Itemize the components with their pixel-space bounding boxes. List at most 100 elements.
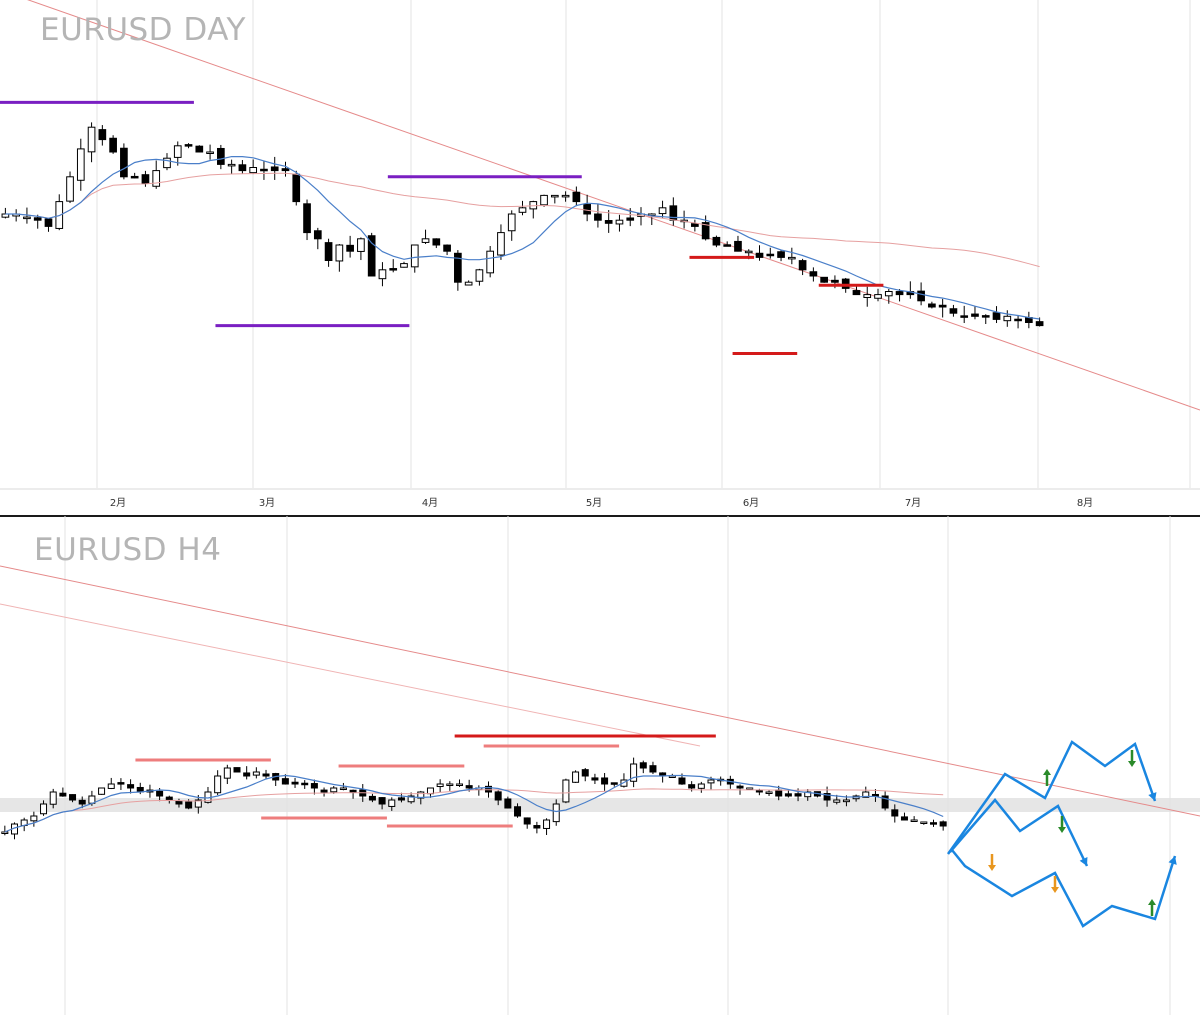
candle	[23, 216, 31, 220]
candle	[465, 785, 473, 789]
candle	[436, 783, 444, 788]
candle	[486, 250, 495, 274]
candle	[917, 290, 925, 302]
candle	[572, 771, 580, 783]
candle	[346, 244, 354, 252]
x-tick-label: 7月	[905, 497, 921, 509]
candle	[712, 236, 721, 246]
candle	[842, 799, 850, 803]
candle	[881, 795, 889, 809]
candle	[960, 315, 969, 318]
candle	[367, 235, 376, 277]
candle	[518, 207, 527, 213]
candle	[163, 157, 171, 169]
daily-chart-title: EURUSD DAY	[40, 12, 246, 48]
candle	[874, 294, 882, 299]
candle	[615, 219, 624, 225]
candle	[335, 244, 344, 262]
candle	[127, 784, 135, 789]
candle	[831, 279, 839, 283]
candle	[303, 203, 311, 234]
candle	[755, 252, 764, 258]
candle	[87, 126, 96, 153]
candle	[194, 799, 202, 808]
candle	[175, 800, 183, 805]
candle	[400, 263, 408, 268]
candle	[368, 795, 376, 801]
candle	[464, 281, 473, 286]
candle	[260, 168, 268, 172]
candle	[884, 291, 893, 297]
candle	[794, 793, 802, 797]
candle	[475, 269, 484, 282]
candle	[939, 821, 947, 827]
up-arrow-icon	[1148, 899, 1156, 905]
ma-slow-line	[5, 172, 1040, 268]
candle	[389, 268, 398, 271]
candle	[185, 801, 193, 809]
candle	[217, 147, 225, 165]
candle	[583, 204, 591, 215]
candle	[787, 256, 796, 260]
down-arrow-icon	[1051, 887, 1059, 893]
candle	[252, 771, 260, 776]
candle	[291, 781, 299, 785]
candle	[895, 291, 904, 296]
candle	[59, 792, 67, 797]
candle	[504, 798, 512, 809]
x-tick-label: 4月	[422, 497, 438, 509]
candle	[76, 148, 85, 181]
ma-slow-line	[4, 788, 944, 833]
candle	[69, 794, 77, 801]
candle	[971, 313, 979, 317]
forecast-path	[951, 849, 1177, 928]
candle	[639, 762, 647, 769]
candle	[397, 797, 405, 801]
candle	[1035, 321, 1044, 327]
candle	[723, 244, 732, 247]
candle	[292, 173, 301, 203]
candle	[697, 783, 705, 789]
candle	[981, 315, 990, 318]
candle	[33, 217, 42, 221]
candle	[820, 276, 828, 283]
candle	[195, 145, 204, 153]
candle	[388, 799, 396, 807]
candle	[301, 782, 309, 786]
candle	[784, 793, 792, 797]
candle	[1003, 315, 1012, 322]
candle	[310, 783, 318, 789]
candle	[572, 191, 581, 203]
candle	[378, 797, 386, 805]
candle	[98, 129, 107, 141]
candle	[746, 787, 754, 790]
daily-chart-panel: 2月 3月 4月 5月 6月 7月 8月 EURUSD DAY	[0, 0, 1200, 509]
candle	[540, 194, 548, 206]
candle	[109, 137, 117, 153]
candle	[454, 252, 462, 283]
candle	[281, 168, 290, 172]
candle	[920, 821, 928, 824]
forecast-arrowhead	[1148, 792, 1157, 801]
candle	[601, 777, 609, 785]
candle	[928, 303, 936, 308]
candle	[324, 242, 333, 261]
trendline-h4-secondary	[0, 603, 701, 747]
candle	[992, 312, 1001, 320]
candle	[357, 238, 365, 252]
candle	[432, 238, 441, 246]
candle	[130, 175, 139, 179]
candle	[594, 213, 602, 221]
candle	[243, 772, 251, 777]
trendline-day	[27, 0, 1200, 411]
candle	[561, 194, 570, 198]
candle	[238, 164, 247, 172]
down-arrow-icon	[1128, 761, 1136, 767]
candle	[766, 253, 775, 257]
candle	[649, 765, 657, 773]
candle	[755, 789, 763, 793]
candle	[98, 787, 106, 795]
candle	[691, 223, 699, 227]
candle	[688, 784, 696, 789]
down-arrow-icon	[1058, 827, 1066, 833]
